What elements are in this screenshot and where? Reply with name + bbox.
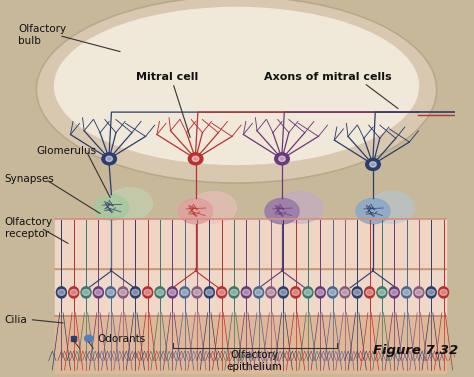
Circle shape — [119, 290, 127, 296]
Circle shape — [84, 335, 93, 342]
Ellipse shape — [118, 287, 128, 298]
Circle shape — [354, 290, 361, 296]
Bar — [55, 316, 446, 374]
Text: Synapses: Synapses — [5, 175, 55, 184]
Circle shape — [304, 290, 311, 296]
Text: Mitral cell: Mitral cell — [137, 72, 199, 82]
Circle shape — [366, 290, 373, 296]
Text: Glomerulus: Glomerulus — [36, 146, 97, 156]
Ellipse shape — [368, 192, 414, 223]
Circle shape — [193, 290, 201, 296]
Circle shape — [366, 158, 380, 170]
Circle shape — [279, 156, 285, 161]
Text: Cilia: Cilia — [5, 314, 27, 325]
Circle shape — [156, 290, 164, 296]
Ellipse shape — [94, 195, 128, 220]
Ellipse shape — [291, 287, 301, 298]
Ellipse shape — [328, 287, 337, 298]
Circle shape — [329, 290, 336, 296]
Circle shape — [440, 290, 447, 296]
Text: Odorants: Odorants — [98, 334, 146, 343]
Ellipse shape — [93, 287, 103, 298]
Circle shape — [391, 290, 398, 296]
Ellipse shape — [340, 287, 350, 298]
Ellipse shape — [265, 198, 299, 224]
Circle shape — [107, 290, 114, 296]
Ellipse shape — [167, 287, 177, 298]
Ellipse shape — [130, 287, 140, 298]
Text: Olfactory
epithelium: Olfactory epithelium — [227, 350, 283, 372]
Ellipse shape — [55, 8, 419, 164]
Ellipse shape — [438, 287, 448, 298]
Circle shape — [280, 290, 287, 296]
Circle shape — [106, 156, 112, 161]
Ellipse shape — [365, 287, 374, 298]
Bar — [71, 336, 76, 341]
Ellipse shape — [69, 287, 79, 298]
Ellipse shape — [277, 192, 323, 223]
Circle shape — [206, 290, 213, 296]
Ellipse shape — [303, 287, 313, 298]
Text: Figure 7.32: Figure 7.32 — [373, 344, 458, 357]
Circle shape — [378, 290, 385, 296]
Ellipse shape — [356, 198, 390, 224]
Ellipse shape — [401, 287, 411, 298]
Ellipse shape — [377, 287, 387, 298]
Circle shape — [95, 290, 102, 296]
Ellipse shape — [107, 188, 152, 219]
Circle shape — [169, 290, 176, 296]
Circle shape — [341, 290, 348, 296]
Circle shape — [102, 153, 117, 165]
Ellipse shape — [192, 287, 202, 298]
Ellipse shape — [179, 198, 213, 224]
Bar — [55, 269, 446, 316]
Circle shape — [218, 290, 225, 296]
Ellipse shape — [241, 287, 251, 298]
Text: Olfactory
bulb: Olfactory bulb — [18, 24, 66, 46]
Circle shape — [370, 162, 376, 167]
Circle shape — [192, 156, 199, 161]
Ellipse shape — [180, 287, 190, 298]
Ellipse shape — [266, 287, 276, 298]
Ellipse shape — [414, 287, 424, 298]
Ellipse shape — [229, 287, 239, 298]
Ellipse shape — [315, 287, 325, 298]
Ellipse shape — [56, 287, 66, 298]
Ellipse shape — [36, 0, 437, 183]
Bar — [55, 219, 446, 269]
Ellipse shape — [191, 192, 237, 223]
Circle shape — [428, 290, 435, 296]
Circle shape — [181, 290, 188, 296]
Ellipse shape — [204, 287, 214, 298]
Circle shape — [275, 153, 289, 165]
Circle shape — [188, 153, 203, 165]
Circle shape — [70, 290, 77, 296]
Ellipse shape — [254, 287, 264, 298]
Text: Axons of mitral cells: Axons of mitral cells — [264, 72, 392, 82]
Ellipse shape — [426, 287, 436, 298]
Circle shape — [292, 290, 299, 296]
Ellipse shape — [81, 287, 91, 298]
Circle shape — [144, 290, 151, 296]
Ellipse shape — [143, 287, 153, 298]
Circle shape — [230, 290, 237, 296]
Ellipse shape — [217, 287, 227, 298]
Text: Olfactory
receptor: Olfactory receptor — [5, 217, 53, 239]
Circle shape — [132, 290, 139, 296]
Circle shape — [255, 290, 262, 296]
Circle shape — [317, 290, 324, 296]
Circle shape — [58, 290, 65, 296]
Ellipse shape — [106, 287, 116, 298]
Ellipse shape — [278, 287, 288, 298]
Circle shape — [243, 290, 250, 296]
Ellipse shape — [352, 287, 362, 298]
Ellipse shape — [155, 287, 165, 298]
Ellipse shape — [389, 287, 399, 298]
Circle shape — [267, 290, 274, 296]
Circle shape — [82, 290, 90, 296]
Circle shape — [415, 290, 422, 296]
Circle shape — [403, 290, 410, 296]
